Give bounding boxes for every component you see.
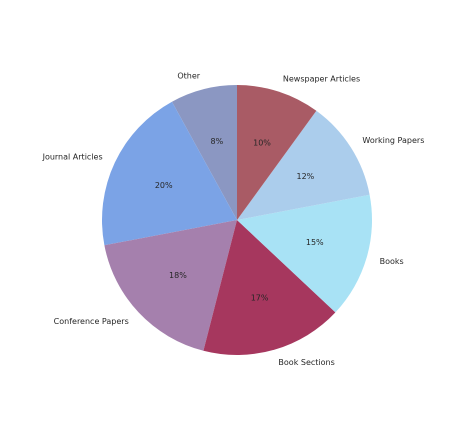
pie-slice-books — [237, 194, 373, 313]
pie-category-label-working-papers: Working Papers — [362, 136, 424, 145]
pie-slices — [101, 85, 373, 356]
pie-percent-label-newspaper-articles: 10% — [253, 138, 271, 147]
pie-labels: 8% Other 20% Journal Articles 18% Conference … — [42, 72, 425, 367]
pie-slice-journal-articles — [101, 101, 237, 246]
pie-percent-label-working-papers: 12% — [296, 172, 314, 181]
pie-slice-conference-papers — [104, 220, 238, 351]
pie-percent-label-other: 8% — [211, 137, 224, 146]
pie-slice-working-papers — [237, 110, 370, 220]
pie-category-label-conference-papers: Conference Papers — [54, 317, 129, 326]
pie-category-label-journal-articles: Journal Articles — [42, 152, 103, 161]
pie-category-label-book-sections: Book Sections — [278, 358, 334, 367]
pie-slice-newspaper-articles — [237, 85, 317, 220]
pie-percent-label-conference-papers: 18% — [169, 271, 187, 280]
pie-category-label-newspaper-articles: Newspaper Articles — [283, 74, 360, 83]
pie-category-label-other: Other — [177, 72, 200, 81]
pie-percent-label-books: 15% — [306, 238, 324, 247]
pie-slice-book-sections — [203, 220, 336, 356]
pie-percent-label-book-sections: 17% — [251, 293, 269, 302]
pie-percent-label-journal-articles: 20% — [155, 181, 173, 190]
pie-category-label-books: Books — [380, 257, 404, 266]
pie-slice-other — [171, 85, 237, 220]
